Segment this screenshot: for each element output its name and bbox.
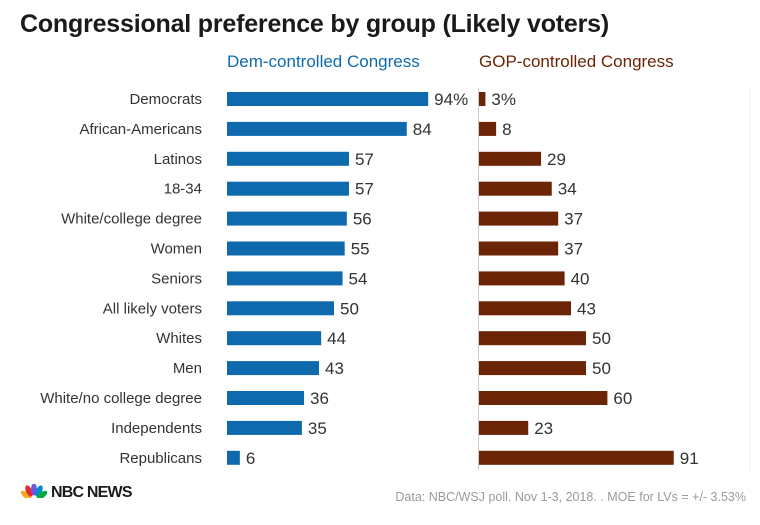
category-label: Latinos <box>154 151 202 168</box>
logo-wordmark: NBC NEWS <box>51 484 133 501</box>
dem-value-label: 43 <box>325 359 344 378</box>
gop-value-label: 37 <box>564 210 583 229</box>
gop-bar <box>479 420 529 435</box>
dem-bar <box>227 92 429 106</box>
dem-bar <box>227 391 305 405</box>
gop-value-label: 37 <box>564 240 583 259</box>
dem-value-label: 57 <box>355 150 374 169</box>
dem-value-label: 6 <box>246 449 255 468</box>
source-note: Data: NBC/WSJ poll. Nov 1-3, 2018. . MOE… <box>395 490 746 504</box>
gop-bar <box>479 301 572 316</box>
dem-bar <box>227 361 320 376</box>
dem-bar <box>227 271 343 286</box>
gop-value-label: 60 <box>613 389 632 408</box>
dem-value-label: 44 <box>327 329 346 348</box>
gop-bar <box>479 391 608 405</box>
gop-value-label: 50 <box>592 329 611 348</box>
nbc-news-logo: NBC NEWS <box>20 484 133 502</box>
dem-bar <box>227 211 347 226</box>
category-label: Democrats <box>129 91 202 108</box>
gop-bar <box>479 450 674 465</box>
gop-bar <box>479 121 497 136</box>
category-label: Whites <box>156 330 202 347</box>
gop-value-label: 8 <box>502 120 511 139</box>
dem-value-label: 56 <box>353 210 372 229</box>
dem-value-label: 50 <box>340 299 359 318</box>
dem-value-label: 35 <box>308 419 327 438</box>
dem-bar <box>227 420 302 435</box>
dem-bar <box>227 241 345 256</box>
category-label: Independents <box>111 420 202 437</box>
category-label: African-Americans <box>79 121 202 138</box>
dem-value-label: 54 <box>349 269 368 288</box>
dem-bar <box>227 331 322 346</box>
gop-bar <box>479 241 559 256</box>
category-label: Women <box>151 241 202 258</box>
gop-bar <box>479 331 586 346</box>
gop-bar <box>479 151 542 166</box>
category-label: All likely voters <box>103 300 202 317</box>
gop-value-label: 43 <box>577 299 596 318</box>
dem-bar <box>227 181 349 196</box>
gop-bar <box>479 92 486 106</box>
category-label: White/no college degree <box>40 390 202 407</box>
dem-bar <box>227 151 349 166</box>
gop-value-label: 91 <box>680 449 699 468</box>
category-label: White/college degree <box>61 211 202 228</box>
dem-value-label: 57 <box>355 180 374 199</box>
dem-value-label: 84 <box>413 120 432 139</box>
category-label: Republicans <box>119 450 202 467</box>
chart-title: Congressional preference by group (Likel… <box>20 10 609 38</box>
dem-bar <box>227 301 334 316</box>
dem-value-label: 55 <box>351 240 370 259</box>
gop-value-label: 3% <box>491 90 516 109</box>
series-header-gop: GOP-controlled Congress <box>479 52 674 71</box>
peacock-icon <box>20 484 48 502</box>
dem-bar <box>227 121 407 136</box>
gop-bar <box>479 361 586 376</box>
gop-value-label: 29 <box>547 150 566 169</box>
dem-bar <box>227 450 240 465</box>
series-header-dem: Dem-controlled Congress <box>227 52 420 71</box>
dem-value-label: 94% <box>434 90 468 109</box>
gop-value-label: 40 <box>571 269 590 288</box>
category-label: Men <box>173 360 202 377</box>
gop-value-label: 34 <box>558 180 577 199</box>
gop-bar <box>479 181 552 196</box>
gop-value-label: 23 <box>534 419 553 438</box>
category-label: Seniors <box>151 270 202 287</box>
gop-bar <box>479 271 565 286</box>
category-label: 18-34 <box>164 181 202 198</box>
dem-value-label: 36 <box>310 389 329 408</box>
gop-bar <box>479 211 559 226</box>
gop-value-label: 50 <box>592 359 611 378</box>
